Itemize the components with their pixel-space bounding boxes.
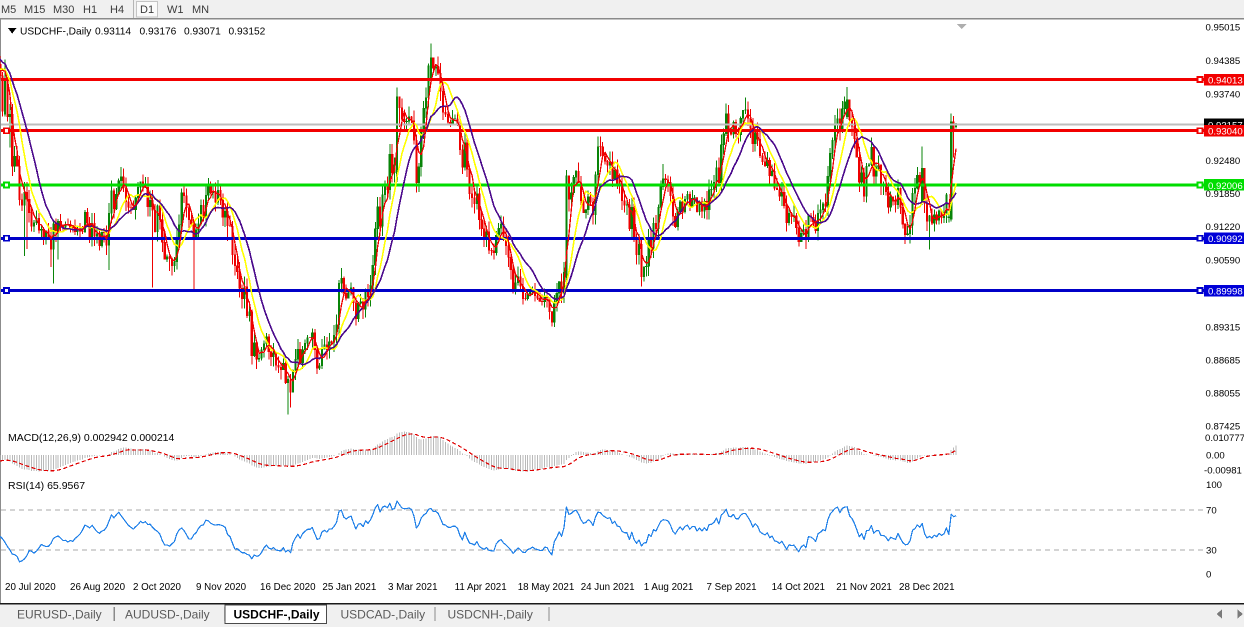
svg-text:H1: H1 xyxy=(83,4,97,16)
svg-text:0.93740: 0.93740 xyxy=(1206,90,1241,101)
svg-text:0.88685: 0.88685 xyxy=(1206,355,1241,366)
svg-text:28 Dec 2021: 28 Dec 2021 xyxy=(899,582,955,593)
svg-text:16 Dec 2020: 16 Dec 2020 xyxy=(260,582,316,593)
svg-text:2 Oct 2020: 2 Oct 2020 xyxy=(133,582,181,593)
svg-text:9 Nov 2020: 9 Nov 2020 xyxy=(196,582,247,593)
svg-text:11 Apr 2021: 11 Apr 2021 xyxy=(455,582,507,593)
svg-text:0: 0 xyxy=(1206,570,1211,581)
svg-text:W1: W1 xyxy=(167,4,184,16)
svg-text:0.93040: 0.93040 xyxy=(1208,126,1243,137)
svg-text:0.89998: 0.89998 xyxy=(1208,286,1243,297)
svg-text:D1: D1 xyxy=(140,4,154,16)
svg-text:0.93114: 0.93114 xyxy=(95,27,131,38)
svg-text:1 Aug 2021: 1 Aug 2021 xyxy=(644,582,694,593)
svg-text:25 Jan 2021: 25 Jan 2021 xyxy=(322,582,376,593)
svg-text:18 May 2021: 18 May 2021 xyxy=(518,582,575,593)
svg-text:0.92006: 0.92006 xyxy=(1208,181,1243,192)
svg-text:M5: M5 xyxy=(1,4,16,16)
svg-text:USDCAD-,Daily: USDCAD-,Daily xyxy=(341,608,426,622)
svg-text:21 Nov 2021: 21 Nov 2021 xyxy=(836,582,892,593)
svg-text:0.90992: 0.90992 xyxy=(1208,234,1243,245)
svg-text:0.91850: 0.91850 xyxy=(1206,189,1241,200)
svg-text:0.00: 0.00 xyxy=(1206,451,1225,462)
svg-text:0.93176: 0.93176 xyxy=(140,27,177,38)
svg-text:RSI(14) 65.9567: RSI(14) 65.9567 xyxy=(8,480,85,492)
svg-text:7 Sep 2021: 7 Sep 2021 xyxy=(707,582,757,593)
svg-text:0.92480: 0.92480 xyxy=(1206,156,1241,167)
svg-text:0.87425: 0.87425 xyxy=(1206,422,1241,433)
svg-text:0.010777: 0.010777 xyxy=(1205,433,1244,444)
svg-text:EURUSD-,Daily: EURUSD-,Daily xyxy=(17,608,102,622)
svg-text:30: 30 xyxy=(1206,546,1217,557)
svg-text:M15: M15 xyxy=(24,4,45,16)
svg-text:20 Jul 2020: 20 Jul 2020 xyxy=(5,582,56,593)
svg-text:26 Aug 2020: 26 Aug 2020 xyxy=(70,582,126,593)
svg-text:0.90590: 0.90590 xyxy=(1206,255,1241,266)
svg-text:0.94385: 0.94385 xyxy=(1206,56,1241,67)
svg-text:70: 70 xyxy=(1206,506,1217,517)
svg-text:100: 100 xyxy=(1206,480,1222,491)
svg-text:USDCHF-,Daily: USDCHF-,Daily xyxy=(234,608,320,622)
svg-text:M30: M30 xyxy=(53,4,74,16)
svg-text:0.94013: 0.94013 xyxy=(1208,75,1243,86)
svg-text:AUDUSD-,Daily: AUDUSD-,Daily xyxy=(125,608,210,622)
svg-text:24 Jun 2021: 24 Jun 2021 xyxy=(581,582,635,593)
svg-text:0.93152: 0.93152 xyxy=(229,27,266,38)
svg-text:MN: MN xyxy=(192,4,209,16)
svg-text:0.89315: 0.89315 xyxy=(1206,322,1241,333)
svg-text:-0.00981: -0.00981 xyxy=(1204,466,1242,477)
svg-text:H4: H4 xyxy=(110,4,124,16)
svg-text:MACD(12,26,9) 0.002942 0.00021: MACD(12,26,9) 0.002942 0.000214 xyxy=(8,432,175,444)
svg-text:0.93071: 0.93071 xyxy=(184,27,221,38)
svg-text:USDCHF-,Daily: USDCHF-,Daily xyxy=(20,27,92,38)
svg-text:USDCNH-,Daily: USDCNH-,Daily xyxy=(448,608,533,622)
svg-text:3 Mar 2021: 3 Mar 2021 xyxy=(388,582,438,593)
svg-text:14 Oct 2021: 14 Oct 2021 xyxy=(772,582,825,593)
svg-text:0.88055: 0.88055 xyxy=(1206,389,1241,400)
svg-text:0.91220: 0.91220 xyxy=(1206,222,1241,233)
svg-text:0.95015: 0.95015 xyxy=(1206,23,1241,34)
